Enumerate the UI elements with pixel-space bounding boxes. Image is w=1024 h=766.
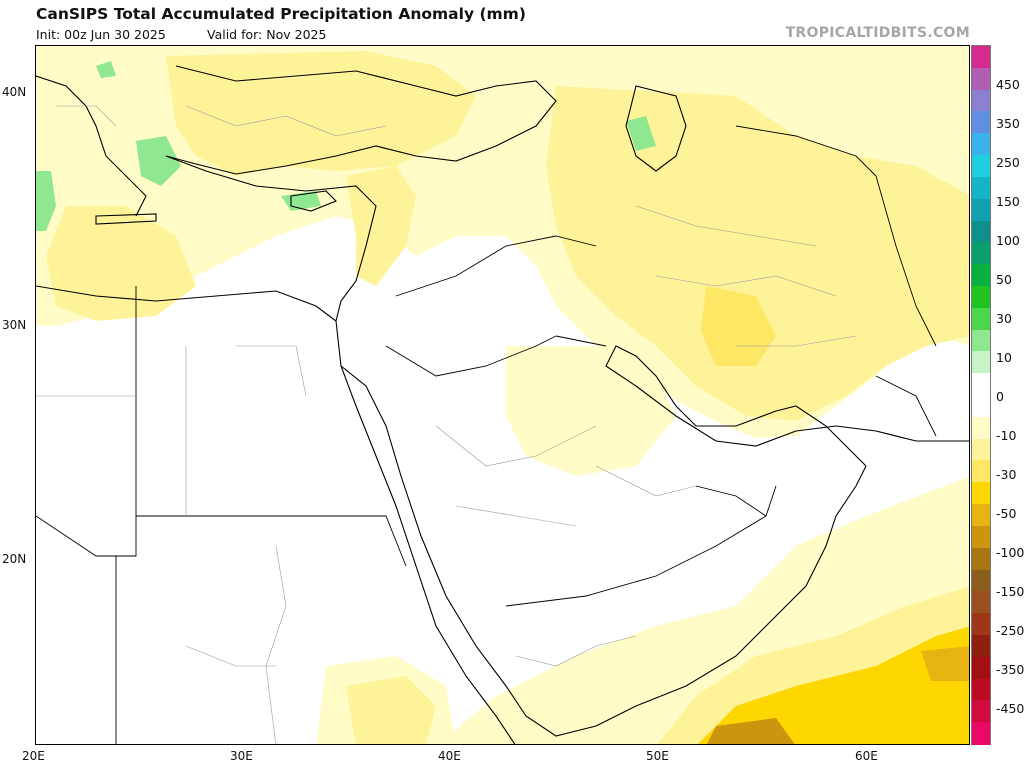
colorbar-label: 50 xyxy=(996,272,1012,287)
colorbar-segment xyxy=(972,460,990,483)
colorbar-segment xyxy=(972,155,990,178)
colorbar-label: -30 xyxy=(996,467,1017,482)
admin-borders xyxy=(36,105,857,744)
precip-anomaly-map xyxy=(35,45,970,745)
map-title: CanSIPS Total Accumulated Precipitation … xyxy=(36,5,526,23)
lon-label-40e: 40E xyxy=(438,749,461,763)
colorbar-segment xyxy=(972,438,990,461)
lon-label-20e: 20E xyxy=(22,749,45,763)
colorbar-label: 0 xyxy=(996,389,1004,404)
init-time: Init: 00z Jun 30 2025 xyxy=(36,27,166,42)
colorbar-segment xyxy=(972,656,990,680)
colorbar-segment xyxy=(972,634,990,658)
colorbar-segment xyxy=(972,220,990,243)
colorbar-segment xyxy=(972,242,990,265)
colorbar-segment xyxy=(972,67,990,91)
colorbar-segment xyxy=(972,307,990,331)
colorbar-label: 450 xyxy=(996,77,1020,92)
colorbar xyxy=(971,45,991,745)
colorbar-segment xyxy=(972,591,990,614)
colorbar-segment xyxy=(972,504,990,527)
colorbar-segment xyxy=(972,198,990,221)
colorbar-segment xyxy=(972,111,990,134)
map-canvas xyxy=(36,46,969,744)
colorbar-label: -150 xyxy=(996,584,1024,599)
anomaly-fills xyxy=(36,46,969,744)
colorbar-segment xyxy=(972,416,990,440)
colorbar-label: -50 xyxy=(996,506,1017,521)
colorbar-label: -250 xyxy=(996,623,1024,638)
lon-label-60e: 60E xyxy=(855,749,878,763)
colorbar-label: -100 xyxy=(996,545,1024,560)
colorbar-segment xyxy=(972,264,990,287)
lon-label-50e: 50E xyxy=(646,749,669,763)
valid-time: Valid for: Nov 2025 xyxy=(207,27,327,42)
colorbar-segment xyxy=(972,525,990,549)
colorbar-segment xyxy=(972,547,990,570)
colorbar-segment xyxy=(972,351,990,374)
colorbar-segment xyxy=(972,46,990,69)
colorbar-label: -350 xyxy=(996,662,1024,677)
colorbar-segment xyxy=(972,700,990,723)
country-borders xyxy=(36,125,937,744)
colorbar-segment xyxy=(972,373,990,396)
lat-label-20n: 20N xyxy=(2,552,27,566)
colorbar-label: -450 xyxy=(996,701,1024,716)
colorbar-segment xyxy=(972,89,990,112)
lat-label-40n: 40N xyxy=(2,85,27,99)
colorbar-segment xyxy=(972,133,990,156)
lon-label-30e: 30E xyxy=(230,749,253,763)
brand-watermark: TROPICALTIDBITS.COM xyxy=(785,25,970,41)
colorbar-segment xyxy=(972,329,990,352)
lat-label-30n: 30N xyxy=(2,318,27,332)
colorbar-label: 250 xyxy=(996,155,1020,170)
colorbar-segment xyxy=(972,176,990,200)
colorbar-label: -10 xyxy=(996,428,1017,443)
colorbar-segment xyxy=(972,678,990,701)
coastlines xyxy=(36,65,969,744)
colorbar-segment xyxy=(972,722,990,745)
colorbar-label: 30 xyxy=(996,311,1012,326)
colorbar-label: 10 xyxy=(996,350,1012,365)
colorbar-label: 100 xyxy=(996,233,1020,248)
colorbar-label: 150 xyxy=(996,194,1020,209)
colorbar-segment xyxy=(972,569,990,592)
colorbar-label: 350 xyxy=(996,116,1020,131)
colorbar-segment xyxy=(972,395,990,418)
colorbar-segment xyxy=(972,482,990,505)
colorbar-segment xyxy=(972,613,990,636)
colorbar-segment xyxy=(972,285,990,309)
